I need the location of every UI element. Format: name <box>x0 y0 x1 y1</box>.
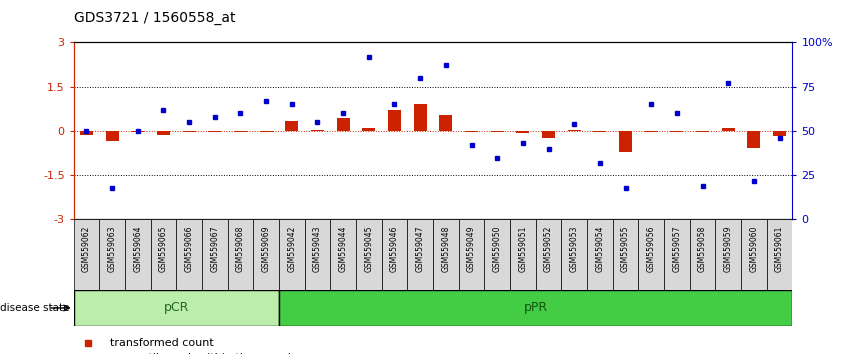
Bar <box>645 131 657 132</box>
Bar <box>202 219 228 290</box>
Bar <box>664 219 689 290</box>
Bar <box>260 131 273 132</box>
Bar <box>619 131 632 152</box>
Text: GSM559051: GSM559051 <box>519 225 527 272</box>
Text: GSM559058: GSM559058 <box>698 225 707 272</box>
Text: transformed count: transformed count <box>109 338 213 348</box>
Bar <box>279 219 305 290</box>
Bar <box>741 219 766 290</box>
Bar <box>407 219 433 290</box>
Text: percentile rank within the sample: percentile rank within the sample <box>109 353 297 354</box>
Bar <box>253 219 279 290</box>
Bar <box>433 219 459 290</box>
Text: pPR: pPR <box>524 302 548 314</box>
Bar <box>593 131 606 132</box>
Bar <box>337 118 350 131</box>
Bar <box>356 219 382 290</box>
Bar <box>279 290 792 326</box>
Text: GSM559054: GSM559054 <box>595 225 604 272</box>
Bar <box>382 219 407 290</box>
Text: GSM559049: GSM559049 <box>467 225 476 272</box>
Bar <box>305 219 330 290</box>
Text: GSM559068: GSM559068 <box>236 225 245 272</box>
Text: GSM559057: GSM559057 <box>672 225 682 272</box>
Bar <box>414 104 427 131</box>
Bar <box>715 219 741 290</box>
Bar <box>670 131 683 132</box>
Text: GSM559044: GSM559044 <box>339 225 347 272</box>
Text: GSM559069: GSM559069 <box>262 225 271 272</box>
Text: GSM559056: GSM559056 <box>647 225 656 272</box>
Bar <box>484 219 510 290</box>
Text: GSM559062: GSM559062 <box>82 225 91 272</box>
Bar <box>106 131 119 141</box>
Bar <box>439 115 452 131</box>
Bar <box>773 131 786 136</box>
Bar <box>100 219 125 290</box>
Text: GDS3721 / 1560558_at: GDS3721 / 1560558_at <box>74 11 235 25</box>
Bar <box>638 219 664 290</box>
Text: GSM559042: GSM559042 <box>288 225 296 272</box>
Bar <box>536 219 561 290</box>
Bar <box>491 131 504 132</box>
Text: GSM559060: GSM559060 <box>749 225 759 272</box>
Bar <box>330 219 356 290</box>
Bar <box>568 130 580 131</box>
Bar <box>587 219 612 290</box>
Bar <box>465 131 478 132</box>
Bar <box>157 131 170 136</box>
Text: GSM559053: GSM559053 <box>570 225 578 272</box>
Bar <box>209 131 221 132</box>
Bar <box>228 219 253 290</box>
Bar <box>561 219 587 290</box>
Text: GSM559048: GSM559048 <box>442 225 450 272</box>
Text: GSM559043: GSM559043 <box>313 225 322 272</box>
Bar <box>183 131 196 132</box>
Bar <box>286 121 298 131</box>
Text: GSM559045: GSM559045 <box>365 225 373 272</box>
Bar <box>362 128 375 131</box>
Bar <box>696 131 709 132</box>
Text: pCR: pCR <box>164 302 189 314</box>
Text: GSM559061: GSM559061 <box>775 225 784 272</box>
Bar <box>689 219 715 290</box>
Bar <box>612 219 638 290</box>
Bar <box>80 131 93 136</box>
Bar <box>721 128 734 131</box>
Text: GSM559064: GSM559064 <box>133 225 142 272</box>
Text: GSM559050: GSM559050 <box>493 225 501 272</box>
Bar <box>151 219 177 290</box>
Text: disease state: disease state <box>0 303 69 313</box>
Bar <box>766 219 792 290</box>
Text: GSM559063: GSM559063 <box>107 225 117 272</box>
Bar <box>747 131 760 148</box>
Bar <box>459 219 484 290</box>
Text: GSM559046: GSM559046 <box>390 225 399 272</box>
Text: GSM559066: GSM559066 <box>184 225 194 272</box>
Text: GSM559067: GSM559067 <box>210 225 219 272</box>
Bar <box>311 130 324 131</box>
Text: GSM559047: GSM559047 <box>416 225 424 272</box>
Bar <box>516 131 529 133</box>
Bar <box>510 219 536 290</box>
Text: GSM559065: GSM559065 <box>159 225 168 272</box>
Text: GSM559055: GSM559055 <box>621 225 630 272</box>
Bar <box>132 131 145 132</box>
Text: GSM559052: GSM559052 <box>544 225 553 272</box>
Bar <box>234 131 247 132</box>
Text: GSM559059: GSM559059 <box>724 225 733 272</box>
Bar <box>74 290 279 326</box>
Bar <box>388 110 401 131</box>
Bar <box>542 131 555 138</box>
Bar <box>74 219 100 290</box>
Bar <box>177 219 202 290</box>
Bar <box>125 219 151 290</box>
